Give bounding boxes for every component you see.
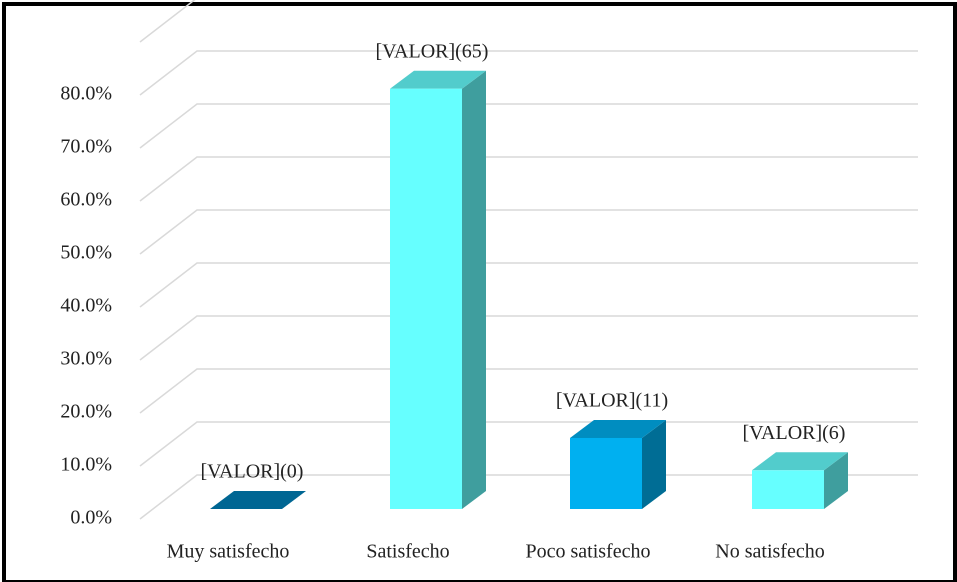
grid-line [139,368,918,414]
data-label: [VALOR](11) [556,390,668,412]
grid-line [139,103,918,149]
bar-top [570,419,666,438]
y-tick-label: 60.0% [60,189,112,211]
y-tick-label: 0.0% [70,507,112,529]
y-tick-label: 20.0% [60,401,112,423]
grid-line [139,0,196,43]
y-tick-label: 50.0% [60,242,112,264]
y-tick-label: 30.0% [60,348,112,370]
data-label: [VALOR](0) [201,461,304,483]
x-tick-label: No satisfecho [715,541,824,563]
bar-side [462,70,486,510]
bar [570,437,642,509]
y-tick-label: 80.0% [60,83,112,105]
grid-line [139,315,918,361]
x-tick-label: Muy satisfecho [167,541,290,563]
x-tick-label: Poco satisfecho [526,541,651,563]
y-tick-label: 40.0% [60,295,112,317]
bar-top [210,491,306,509]
x-tick-label: Satisfecho [366,541,449,563]
bar [390,88,462,510]
data-label: [VALOR](6) [743,422,846,444]
bar-top [390,70,486,89]
grid-line [139,209,918,255]
data-label: [VALOR](65) [376,40,489,62]
bar-side [642,419,666,509]
y-tick-label: 70.0% [60,136,112,158]
grid-line [139,50,918,96]
bar-top [752,452,848,471]
grid-line [139,474,918,520]
grid-line [139,421,918,467]
grid-line [139,262,918,308]
bar-side [824,452,848,509]
grid-line [139,156,918,202]
bar [752,470,824,509]
y-tick-label: 10.0% [60,454,112,476]
